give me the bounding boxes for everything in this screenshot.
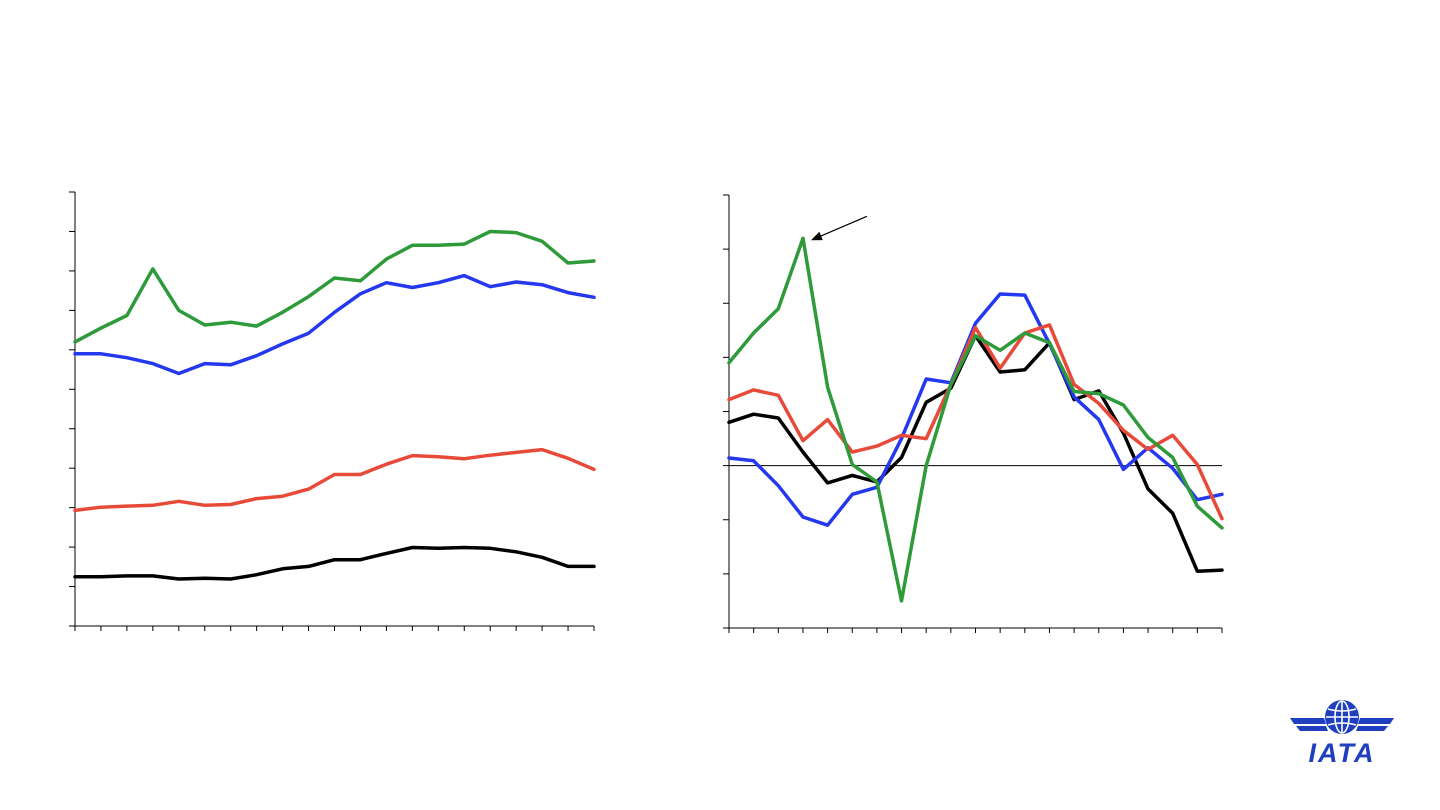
globe-wings-icon — [1290, 700, 1394, 734]
chart2-annotation-arrow — [816, 215, 868, 239]
chart2-annotation-arrowhead — [811, 231, 823, 241]
chart2-series-line-3 — [727, 323, 1224, 521]
chart1-series-line-3 — [73, 447, 596, 513]
iata-logo: IATA — [1288, 698, 1396, 768]
chart1-series-line-1 — [73, 229, 596, 344]
chart2-series-line-1 — [727, 333, 1224, 573]
logo-text: IATA — [1308, 738, 1376, 768]
chart1-series-line-2 — [73, 273, 596, 376]
chart2-series-line-2 — [727, 292, 1224, 527]
chart1-series-line-4 — [73, 545, 596, 581]
chart2-series-line-4 — [727, 236, 1224, 603]
